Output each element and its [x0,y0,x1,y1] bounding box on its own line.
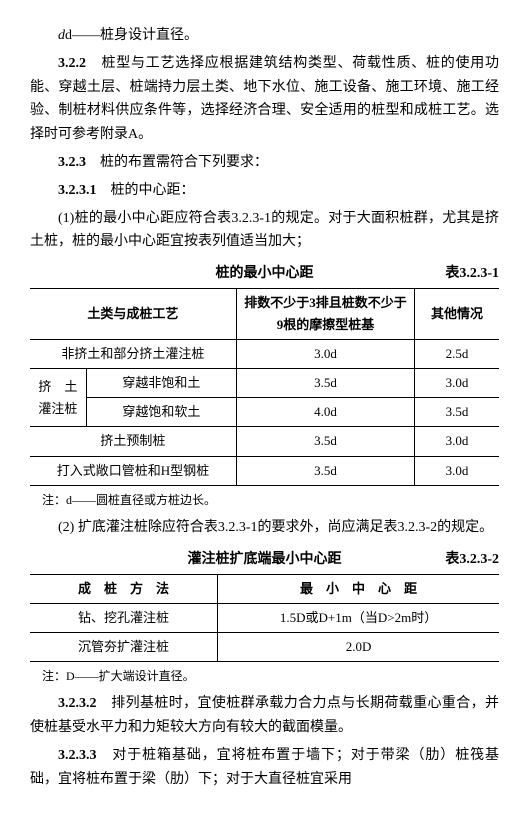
table1-merge-left: 挤 土 灌注桩 [30,369,86,427]
table1-r5c1: 打入式敞口管桩和H型钢桩 [30,456,236,485]
section-num-3231: 3.2.3.1 [58,183,97,198]
table-row: 挤 土 灌注桩 穿越非饱和土 3.5d 3.0d [30,369,499,398]
table-2: 成 桩 方 法 最 小 中 心 距 钻、挖孔灌注桩 1.5D或D+1m（当D>2… [30,574,499,662]
section-3232-text: 排列基桩时，宜使桩群承载力合力点与长期荷载重心重合，并使桩基受水平力和力矩较大方… [30,696,499,735]
table1-r2c3: 3.0d [415,369,499,398]
table1-merge-b: 灌注桩 [38,401,77,416]
table2-r1c1: 钻、挖孔灌注桩 [30,603,218,632]
table1-r3c2: 4.0d [236,398,414,427]
table1-r4c1: 挤土预制桩 [30,427,236,456]
table1-r1c2: 3.0d [236,340,414,369]
table1-caption-row: 桩的最小中心距 表3.2.3-1 [30,262,499,286]
table1-r4c2: 3.5d [236,427,414,456]
table1-r5c3: 3.0d [415,456,499,485]
table-row: 非挤土和部分挤土灌注桩 3.0d 2.5d [30,340,499,369]
table1-header-2: 排数不少于3排且桩数不少于9根的摩擦型桩基 [236,288,414,339]
table1-r3c1: 穿越饱和软土 [86,398,236,427]
section-323-text: 桩的布置需符合下列要求： [100,155,268,170]
table2-h1: 成 桩 方 法 [30,574,218,603]
table2-label: 表3.2.3-2 [445,548,499,572]
table1-r1c1: 非挤土和部分挤土灌注桩 [30,340,236,369]
table1-r3c3: 3.5d [415,398,499,427]
section-3233-text: 对于桩箱基础，宜将桩布置于墙下；对于带梁（肋）桩筏基础，宜将桩布置于梁（肋）下；… [30,748,499,787]
table2-caption-row: 灌注桩扩底端最小中心距 表3.2.3-2 [30,548,499,572]
section-322-text: 桩型与工艺选择应根据建筑结构类型、荷载性质、桩的使用功能、穿越土层、桩端持力层土… [30,56,499,142]
section-3-2-3-3: 3.2.3.3 对于桩箱基础，宜将桩布置于墙下；对于带梁（肋）桩筏基础，宜将桩布… [30,744,499,792]
section-3231-text: 桩的中心距： [111,183,195,198]
table2-r2c2: 2.0D [218,632,499,661]
table-row: 打入式敞口管桩和H型钢桩 3.5d 3.0d [30,456,499,485]
section-3-2-3-2: 3.2.3.2 排列基桩时，宜使桩群承载力合力点与长期荷载重心重合，并使桩基受水… [30,692,499,740]
section-num-322: 3.2.2 [58,56,86,71]
section-3-2-3: 3.2.3 桩的布置需符合下列要求： [30,151,499,175]
table-1: 土类与成桩工艺 排数不少于3排且桩数不少于9根的摩擦型桩基 其他情况 非挤土和部… [30,288,499,486]
item-2: (2) 扩底灌注桩除应符合表3.2.3-1的要求外，尚应满足表3.2.3-2的规… [30,516,499,540]
section-num-3232: 3.2.3.2 [58,696,97,711]
table-row: 挤土预制桩 3.5d 3.0d [30,427,499,456]
table-row: 穿越饱和软土 4.0d 3.5d [30,398,499,427]
table1-label: 表3.2.3-1 [445,262,499,286]
para-variable-d: dd——桩身设计直径。 [30,24,499,48]
table2-caption: 灌注桩扩底端最小中心距 [188,552,342,567]
section-3-2-2: 3.2.2 桩型与工艺选择应根据建筑结构类型、荷载性质、桩的使用功能、穿越土层、… [30,52,499,147]
table1-r5c2: 3.5d [236,456,414,485]
table2-r2c1: 沉管夯扩灌注桩 [30,632,218,661]
table1-merge-a: 挤 土 [38,379,77,394]
table-row: 成 桩 方 法 最 小 中 心 距 [30,574,499,603]
section-num-323: 3.2.3 [58,155,86,170]
table2-h2: 最 小 中 心 距 [218,574,499,603]
table1-r2c1: 穿越非饱和土 [86,369,236,398]
section-3-2-3-1: 3.2.3.1 桩的中心距： [30,179,499,203]
table-row: 钻、挖孔灌注桩 1.5D或D+1m（当D>2m时） [30,603,499,632]
table-row: 沉管夯扩灌注桩 2.0D [30,632,499,661]
table1-r4c3: 3.0d [415,427,499,456]
section-num-3233: 3.2.3.3 [58,748,97,763]
table1-header-3: 其他情况 [415,288,499,339]
table2-note: 注：D——扩大端设计直径。 [30,666,499,686]
para-d-text: d——桩身设计直径。 [65,28,198,43]
table1-caption: 桩的最小中心距 [216,266,314,281]
table2-r1c2: 1.5D或D+1m（当D>2m时） [218,603,499,632]
table-row: 土类与成桩工艺 排数不少于3排且桩数不少于9根的摩擦型桩基 其他情况 [30,288,499,339]
table1-note: 注：d——圆桩直径或方桩边长。 [30,490,499,510]
item-1: (1)桩的最小中心距应符合表3.2.3-1的规定。对于大面积桩群，尤其是挤土桩，… [30,207,499,255]
table1-header-1: 土类与成桩工艺 [30,288,236,339]
table1-r1c3: 2.5d [415,340,499,369]
table1-r2c2: 3.5d [236,369,414,398]
